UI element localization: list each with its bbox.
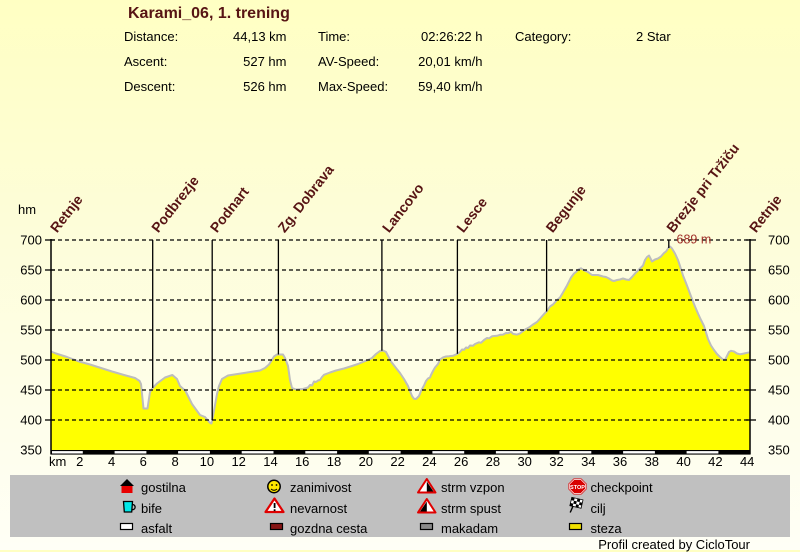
svg-text:28: 28: [486, 454, 500, 469]
svg-text:700: 700: [768, 233, 790, 248]
svg-text:2: 2: [76, 454, 83, 469]
svg-text:22: 22: [390, 454, 404, 469]
svg-text:14: 14: [263, 454, 277, 469]
svg-text:500: 500: [20, 353, 42, 368]
svg-text:30: 30: [517, 454, 531, 469]
svg-text:400: 400: [20, 413, 42, 428]
svg-text:600: 600: [768, 293, 790, 308]
svg-text:689 m: 689 m: [677, 233, 712, 247]
svg-text:650: 650: [20, 263, 42, 278]
svg-text:24: 24: [422, 454, 436, 469]
svg-text:550: 550: [20, 323, 42, 338]
svg-text:650: 650: [768, 263, 790, 278]
svg-text:12: 12: [231, 454, 245, 469]
svg-text:26: 26: [454, 454, 468, 469]
svg-text:350: 350: [768, 443, 790, 458]
svg-text:8: 8: [171, 454, 178, 469]
svg-text:10: 10: [200, 454, 214, 469]
svg-text:36: 36: [613, 454, 627, 469]
svg-text:42: 42: [708, 454, 722, 469]
svg-text:550: 550: [768, 323, 790, 338]
svg-text:350: 350: [20, 443, 42, 458]
svg-text:6: 6: [140, 454, 147, 469]
svg-text:34: 34: [581, 454, 595, 469]
svg-text:400: 400: [768, 413, 790, 428]
svg-text:600: 600: [20, 293, 42, 308]
svg-text:700: 700: [20, 233, 42, 248]
svg-text:20: 20: [359, 454, 373, 469]
svg-text:16: 16: [295, 454, 309, 469]
svg-text:32: 32: [549, 454, 563, 469]
svg-text:40: 40: [676, 454, 690, 469]
svg-text:4: 4: [108, 454, 115, 469]
svg-text:STOP: STOP: [570, 485, 585, 491]
svg-text:44: 44: [740, 454, 754, 469]
svg-text:18: 18: [327, 454, 341, 469]
svg-text:km: km: [49, 454, 66, 469]
svg-text:500: 500: [768, 353, 790, 368]
svg-text:38: 38: [645, 454, 659, 469]
svg-text:450: 450: [20, 383, 42, 398]
svg-text:450: 450: [768, 383, 790, 398]
